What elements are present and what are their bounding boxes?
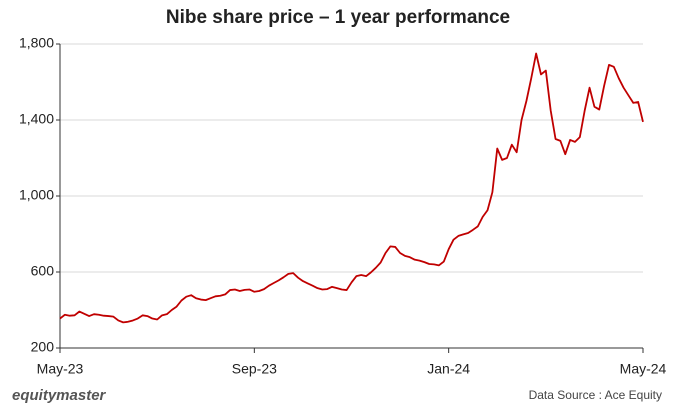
price-line (59, 52, 644, 324)
y-tick-label: 1,400 (19, 111, 54, 127)
y-tick-label: 1,800 (19, 35, 54, 51)
x-tick-label: Sep-23 (232, 361, 277, 377)
x-tick-label: Jan-24 (427, 361, 470, 377)
y-tick-label: 600 (31, 263, 55, 279)
chart-title: Nibe share price – 1 year performance (166, 7, 510, 28)
y-tick-label: 1,000 (19, 187, 54, 203)
y-tick-label: 200 (31, 339, 55, 355)
x-tick-label: May-23 (37, 361, 84, 377)
brand-logo: equitymaster (12, 387, 107, 404)
source-note: Data Source : Ace Equity (529, 388, 662, 402)
x-tick-label: May-24 (620, 361, 667, 377)
